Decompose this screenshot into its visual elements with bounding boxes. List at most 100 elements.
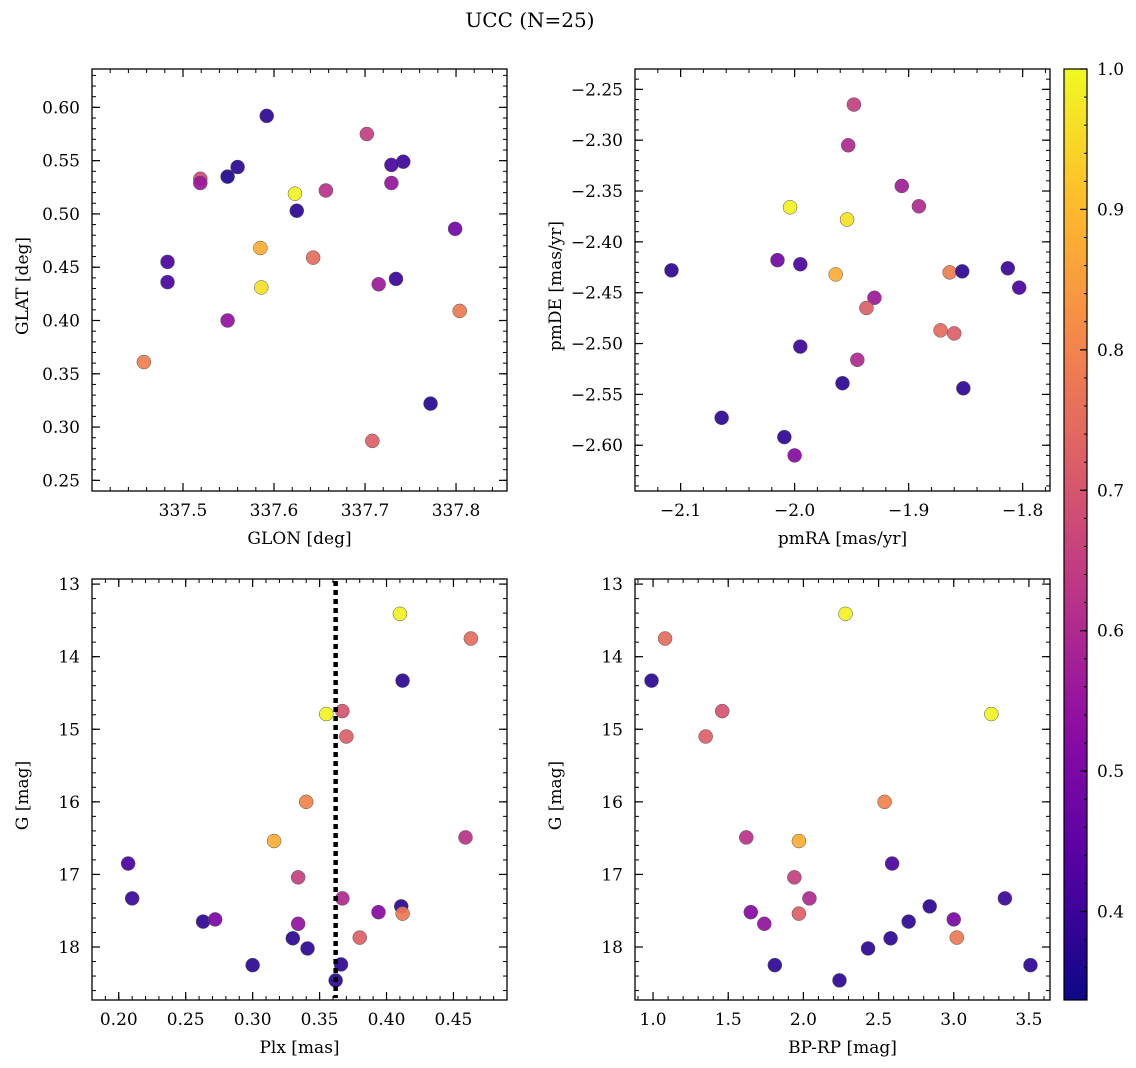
colorbar-tick-label: 0.4 [1097,903,1124,923]
data-point [664,263,679,278]
x-tick-label: 0.25 [167,1010,205,1030]
data-point [698,729,713,744]
y-tick-label: 14 [601,648,623,668]
data-point [245,957,260,973]
y-tick-label: 17 [58,865,80,885]
y-tick-label: −2.30 [571,131,623,151]
data-point [901,914,916,929]
data-point [447,221,463,237]
y-tick-label: 13 [601,575,623,595]
data-point [1000,261,1016,276]
x-tick-label: 337.5 [159,501,208,521]
y-tick-label: 18 [58,938,80,958]
data-point [757,916,772,932]
data-point [860,941,876,956]
data-point [392,606,408,622]
x-tick-label: 3.5 [1015,1010,1042,1030]
data-point [714,703,730,719]
data-point [384,157,399,173]
data-point [463,631,479,646]
x-tick-label: −2.1 [660,501,701,521]
y-axis-label: G [mag] [546,761,566,830]
data-point [287,186,303,201]
data-point [319,706,334,722]
data-point [371,904,386,920]
data-point [956,381,971,396]
x-axis-label: Plx [mas] [259,1038,339,1058]
colorbar-tick-label: 0.5 [1097,762,1124,782]
x-tick-label: 337.8 [432,501,481,521]
y-axis-label: G [mag] [13,761,33,830]
data-point [305,250,321,265]
data-point [298,794,314,810]
y-tick-label: 16 [58,793,80,813]
colorbar-tick-label: 0.6 [1097,622,1124,642]
data-point [266,833,282,849]
y-axis-label: GLAT [deg] [13,237,33,335]
y-tick-label: −2.25 [571,80,623,100]
data-point [458,830,473,845]
y-tick-label: −2.60 [571,436,623,456]
data-point [1011,280,1027,295]
data-point [767,957,783,973]
data-point [388,271,404,287]
data-point [793,339,808,354]
data-point [846,97,862,112]
colorbar-tick-label: 0.9 [1097,200,1124,220]
y-tick-label: −2.55 [571,385,623,405]
data-point [160,254,175,270]
data-point [839,212,855,227]
x-tick-label: 1.5 [715,1010,742,1030]
axes-frame [634,578,1051,1001]
data-point [946,912,962,927]
x-axis-label: BP-RP [mag] [788,1038,897,1058]
data-point [657,631,673,646]
y-tick-label: 15 [58,720,80,740]
x-axis-label: GLON [deg] [247,529,351,549]
data-point [318,183,334,198]
y-tick-label: 15 [601,720,623,740]
data-point [884,856,900,871]
x-tick-label: 3.0 [940,1010,967,1030]
y-tick-label: −2.50 [571,335,623,355]
data-point [290,916,306,932]
colorbar-tick-label: 1.0 [1097,60,1124,80]
y-tick-label: 0.60 [42,98,80,118]
data-point [946,326,962,341]
data-point [791,833,807,849]
data-point [253,240,268,256]
y-tick-label: 0.25 [42,471,80,491]
colorbar: 0.4 0.5 0.6 0.7 0.8 0.9 1.0 [1063,60,1124,1001]
panel-glon-glat: 337.5 337.6 337.7 337.8 0.25 0.30 0.35 0.40 0.45… [13,68,508,549]
y-tick-label: 13 [58,575,80,595]
data-point [743,904,759,920]
data-point [195,914,211,929]
colorbar-tick-label: 0.7 [1097,481,1124,501]
data-point [395,673,410,688]
data-point [828,267,843,282]
x-tick-label: 2.5 [865,1010,892,1030]
data-point [777,429,792,445]
data-point [423,396,438,411]
y-tick-label: 16 [601,793,623,813]
x-tick-label: 0.20 [100,1010,138,1030]
data-point [984,706,999,722]
data-point [339,729,354,744]
data-point [644,673,659,688]
y-tick-label: −2.45 [571,284,623,304]
data-point [207,912,223,927]
y-tick-label: −2.40 [571,233,623,253]
data-point [770,252,785,268]
x-tick-label: 0.40 [368,1010,406,1030]
x-axis-label: pmRA [mas/yr] [778,529,907,549]
data-point [840,138,856,153]
data-point [832,973,847,988]
data-point [124,891,140,906]
data-point [997,891,1013,906]
data-point [220,169,235,184]
data-point [942,265,957,280]
data-point [290,870,306,885]
data-point [850,352,865,368]
data-point [739,830,754,845]
x-tick-label: −1.9 [888,501,929,521]
